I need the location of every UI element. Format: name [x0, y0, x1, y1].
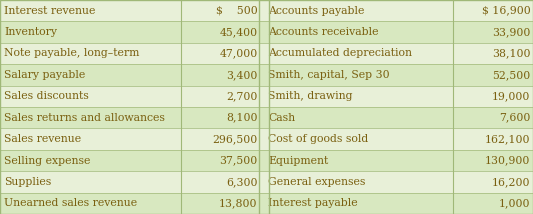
Text: Note payable, long–term: Note payable, long–term	[4, 49, 140, 58]
Bar	[264, 0, 533, 21]
Bar	[0, 43, 264, 64]
Bar	[264, 150, 533, 171]
Text: 16,200: 16,200	[492, 177, 530, 187]
Text: 38,100: 38,100	[492, 49, 530, 58]
Bar	[264, 21, 533, 43]
Text: 45,400: 45,400	[219, 27, 257, 37]
Text: 8,100: 8,100	[226, 113, 257, 123]
Bar	[0, 150, 264, 171]
Bar	[264, 128, 533, 150]
Text: 47,000: 47,000	[219, 49, 257, 58]
Text: $    500: $ 500	[216, 6, 257, 16]
Bar	[0, 21, 264, 43]
Text: Interest revenue: Interest revenue	[4, 6, 95, 16]
Bar	[0, 86, 264, 107]
Text: 3,400: 3,400	[226, 70, 257, 80]
Text: 13,800: 13,800	[219, 198, 257, 208]
Text: 162,100: 162,100	[485, 134, 530, 144]
Text: Accumulated depreciation: Accumulated depreciation	[268, 49, 412, 58]
Bar	[264, 107, 533, 128]
Text: Sales returns and allowances: Sales returns and allowances	[4, 113, 165, 123]
Text: Cost of goods sold: Cost of goods sold	[268, 134, 368, 144]
Bar	[264, 193, 533, 214]
Bar	[0, 107, 264, 128]
Text: Accounts payable: Accounts payable	[268, 6, 365, 16]
Text: 130,900: 130,900	[485, 156, 530, 165]
Text: Sales discounts: Sales discounts	[4, 91, 89, 101]
Bar	[0, 171, 264, 193]
Text: Cash: Cash	[268, 113, 295, 123]
Text: Unearned sales revenue: Unearned sales revenue	[4, 198, 138, 208]
Text: 33,900: 33,900	[492, 27, 530, 37]
Bar	[264, 86, 533, 107]
Text: Accounts receivable: Accounts receivable	[268, 27, 378, 37]
Text: Supplies: Supplies	[4, 177, 52, 187]
Text: 296,500: 296,500	[212, 134, 257, 144]
Text: 1,000: 1,000	[499, 198, 530, 208]
Text: Equipment: Equipment	[268, 156, 328, 165]
Text: Interest payable: Interest payable	[268, 198, 358, 208]
Bar	[0, 64, 264, 86]
Text: General expenses: General expenses	[268, 177, 366, 187]
Text: 6,300: 6,300	[226, 177, 257, 187]
Text: 19,000: 19,000	[492, 91, 530, 101]
Text: Smith, capital, Sep 30: Smith, capital, Sep 30	[268, 70, 390, 80]
Text: Sales revenue: Sales revenue	[4, 134, 82, 144]
Text: 7,600: 7,600	[499, 113, 530, 123]
Text: 52,500: 52,500	[492, 70, 530, 80]
Text: Selling expense: Selling expense	[4, 156, 91, 165]
Text: $ 16,900: $ 16,900	[482, 6, 530, 16]
Bar	[264, 64, 533, 86]
Bar	[0, 0, 264, 21]
Text: Inventory: Inventory	[4, 27, 57, 37]
Bar	[0, 128, 264, 150]
Text: 37,500: 37,500	[219, 156, 257, 165]
Text: Smith, drawing: Smith, drawing	[268, 91, 353, 101]
Bar	[264, 171, 533, 193]
Text: 2,700: 2,700	[226, 91, 257, 101]
Text: Salary payable: Salary payable	[4, 70, 85, 80]
Bar	[264, 43, 533, 64]
Bar	[0, 193, 264, 214]
